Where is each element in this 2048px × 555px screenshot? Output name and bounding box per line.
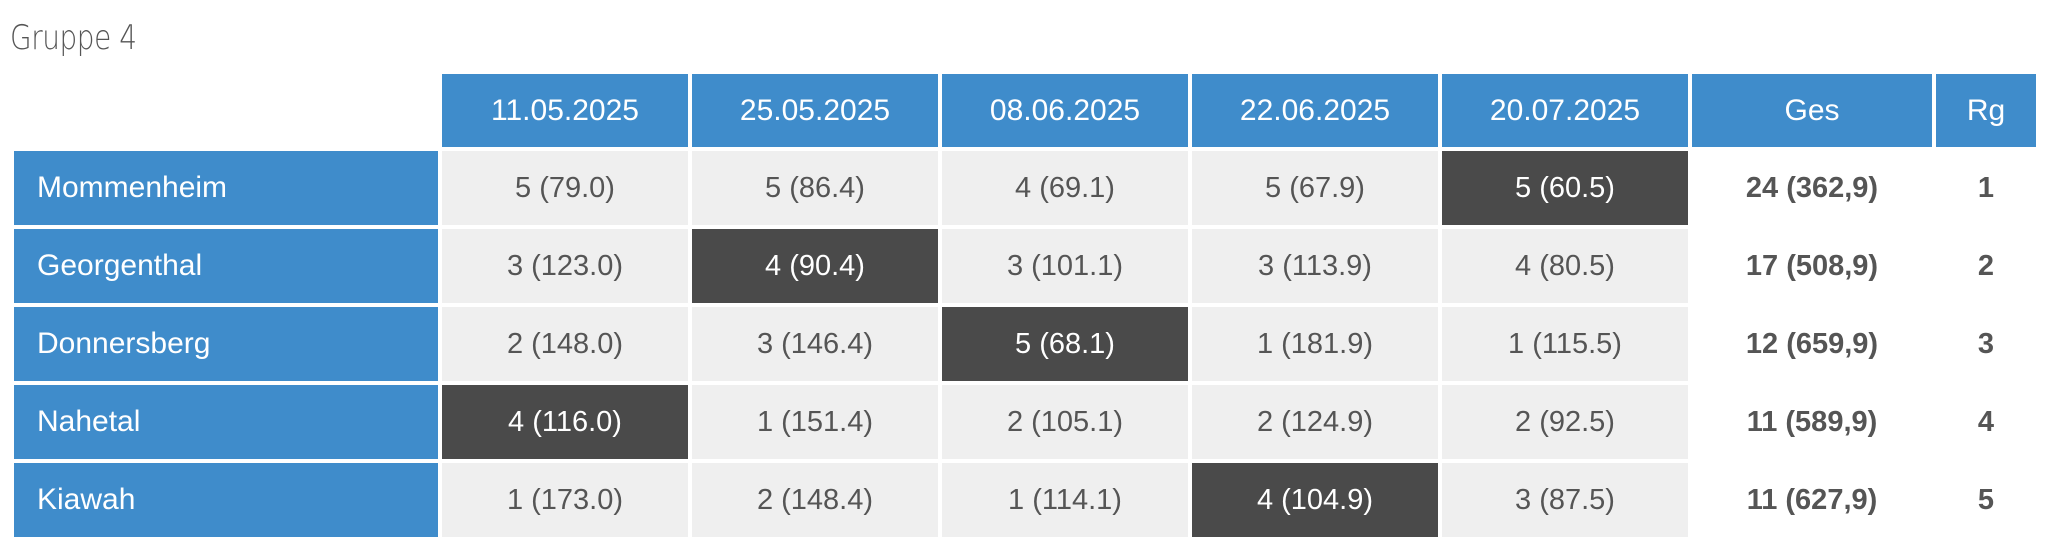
total-cell: 12 (659,9) bbox=[1692, 307, 1932, 381]
rank-cell: 1 bbox=[1936, 151, 2036, 225]
column-header-date-2: 25.05.2025 bbox=[692, 74, 938, 147]
column-header-date-3: 08.06.2025 bbox=[942, 74, 1188, 147]
result-cell: 1 (114.1) bbox=[942, 463, 1188, 537]
result-cell: 3 (123.0) bbox=[442, 229, 688, 303]
total-cell: 11 (627,9) bbox=[1692, 463, 1932, 537]
total-cell: 24 (362,9) bbox=[1692, 151, 1932, 225]
result-cell: 2 (105.1) bbox=[942, 385, 1188, 459]
column-header-total: Ges bbox=[1692, 74, 1932, 147]
result-cell: 4 (90.4) bbox=[692, 229, 938, 303]
column-header-rank: Rg bbox=[1936, 74, 2036, 147]
result-cell: 3 (113.9) bbox=[1192, 229, 1438, 303]
rank-cell: 2 bbox=[1936, 229, 2036, 303]
table-corner bbox=[14, 74, 438, 147]
rank-cell: 4 bbox=[1936, 385, 2036, 459]
result-cell: 4 (116.0) bbox=[442, 385, 688, 459]
result-cell: 1 (181.9) bbox=[1192, 307, 1438, 381]
result-cell: 3 (101.1) bbox=[942, 229, 1188, 303]
result-cell: 1 (151.4) bbox=[692, 385, 938, 459]
team-name: Georgenthal bbox=[14, 229, 438, 303]
team-name: Nahetal bbox=[14, 385, 438, 459]
total-cell: 11 (589,9) bbox=[1692, 385, 1932, 459]
team-name: Mommenheim bbox=[14, 151, 438, 225]
column-header-date-1: 11.05.2025 bbox=[442, 74, 688, 147]
result-cell: 4 (104.9) bbox=[1192, 463, 1438, 537]
result-cell: 5 (60.5) bbox=[1442, 151, 1688, 225]
result-cell: 3 (146.4) bbox=[692, 307, 938, 381]
page-title: Gruppe 4 bbox=[10, 18, 137, 58]
result-cell: 5 (79.0) bbox=[442, 151, 688, 225]
result-cell: 5 (86.4) bbox=[692, 151, 938, 225]
result-cell: 3 (87.5) bbox=[1442, 463, 1688, 537]
column-header-date-4: 22.06.2025 bbox=[1192, 74, 1438, 147]
rank-cell: 5 bbox=[1936, 463, 2036, 537]
result-cell: 2 (148.0) bbox=[442, 307, 688, 381]
total-cell: 17 (508,9) bbox=[1692, 229, 1932, 303]
team-name: Donnersberg bbox=[14, 307, 438, 381]
result-cell: 5 (68.1) bbox=[942, 307, 1188, 381]
result-cell: 4 (80.5) bbox=[1442, 229, 1688, 303]
result-cell: 2 (124.9) bbox=[1192, 385, 1438, 459]
team-name: Kiawah bbox=[14, 463, 438, 537]
result-cell: 2 (92.5) bbox=[1442, 385, 1688, 459]
result-cell: 2 (148.4) bbox=[692, 463, 938, 537]
column-header-date-5: 20.07.2025 bbox=[1442, 74, 1688, 147]
result-cell: 1 (173.0) bbox=[442, 463, 688, 537]
result-cell: 1 (115.5) bbox=[1442, 307, 1688, 381]
rank-cell: 3 bbox=[1936, 307, 2036, 381]
standings-table: 11.05.2025 25.05.2025 08.06.2025 22.06.2… bbox=[14, 74, 2036, 537]
result-cell: 4 (69.1) bbox=[942, 151, 1188, 225]
result-cell: 5 (67.9) bbox=[1192, 151, 1438, 225]
